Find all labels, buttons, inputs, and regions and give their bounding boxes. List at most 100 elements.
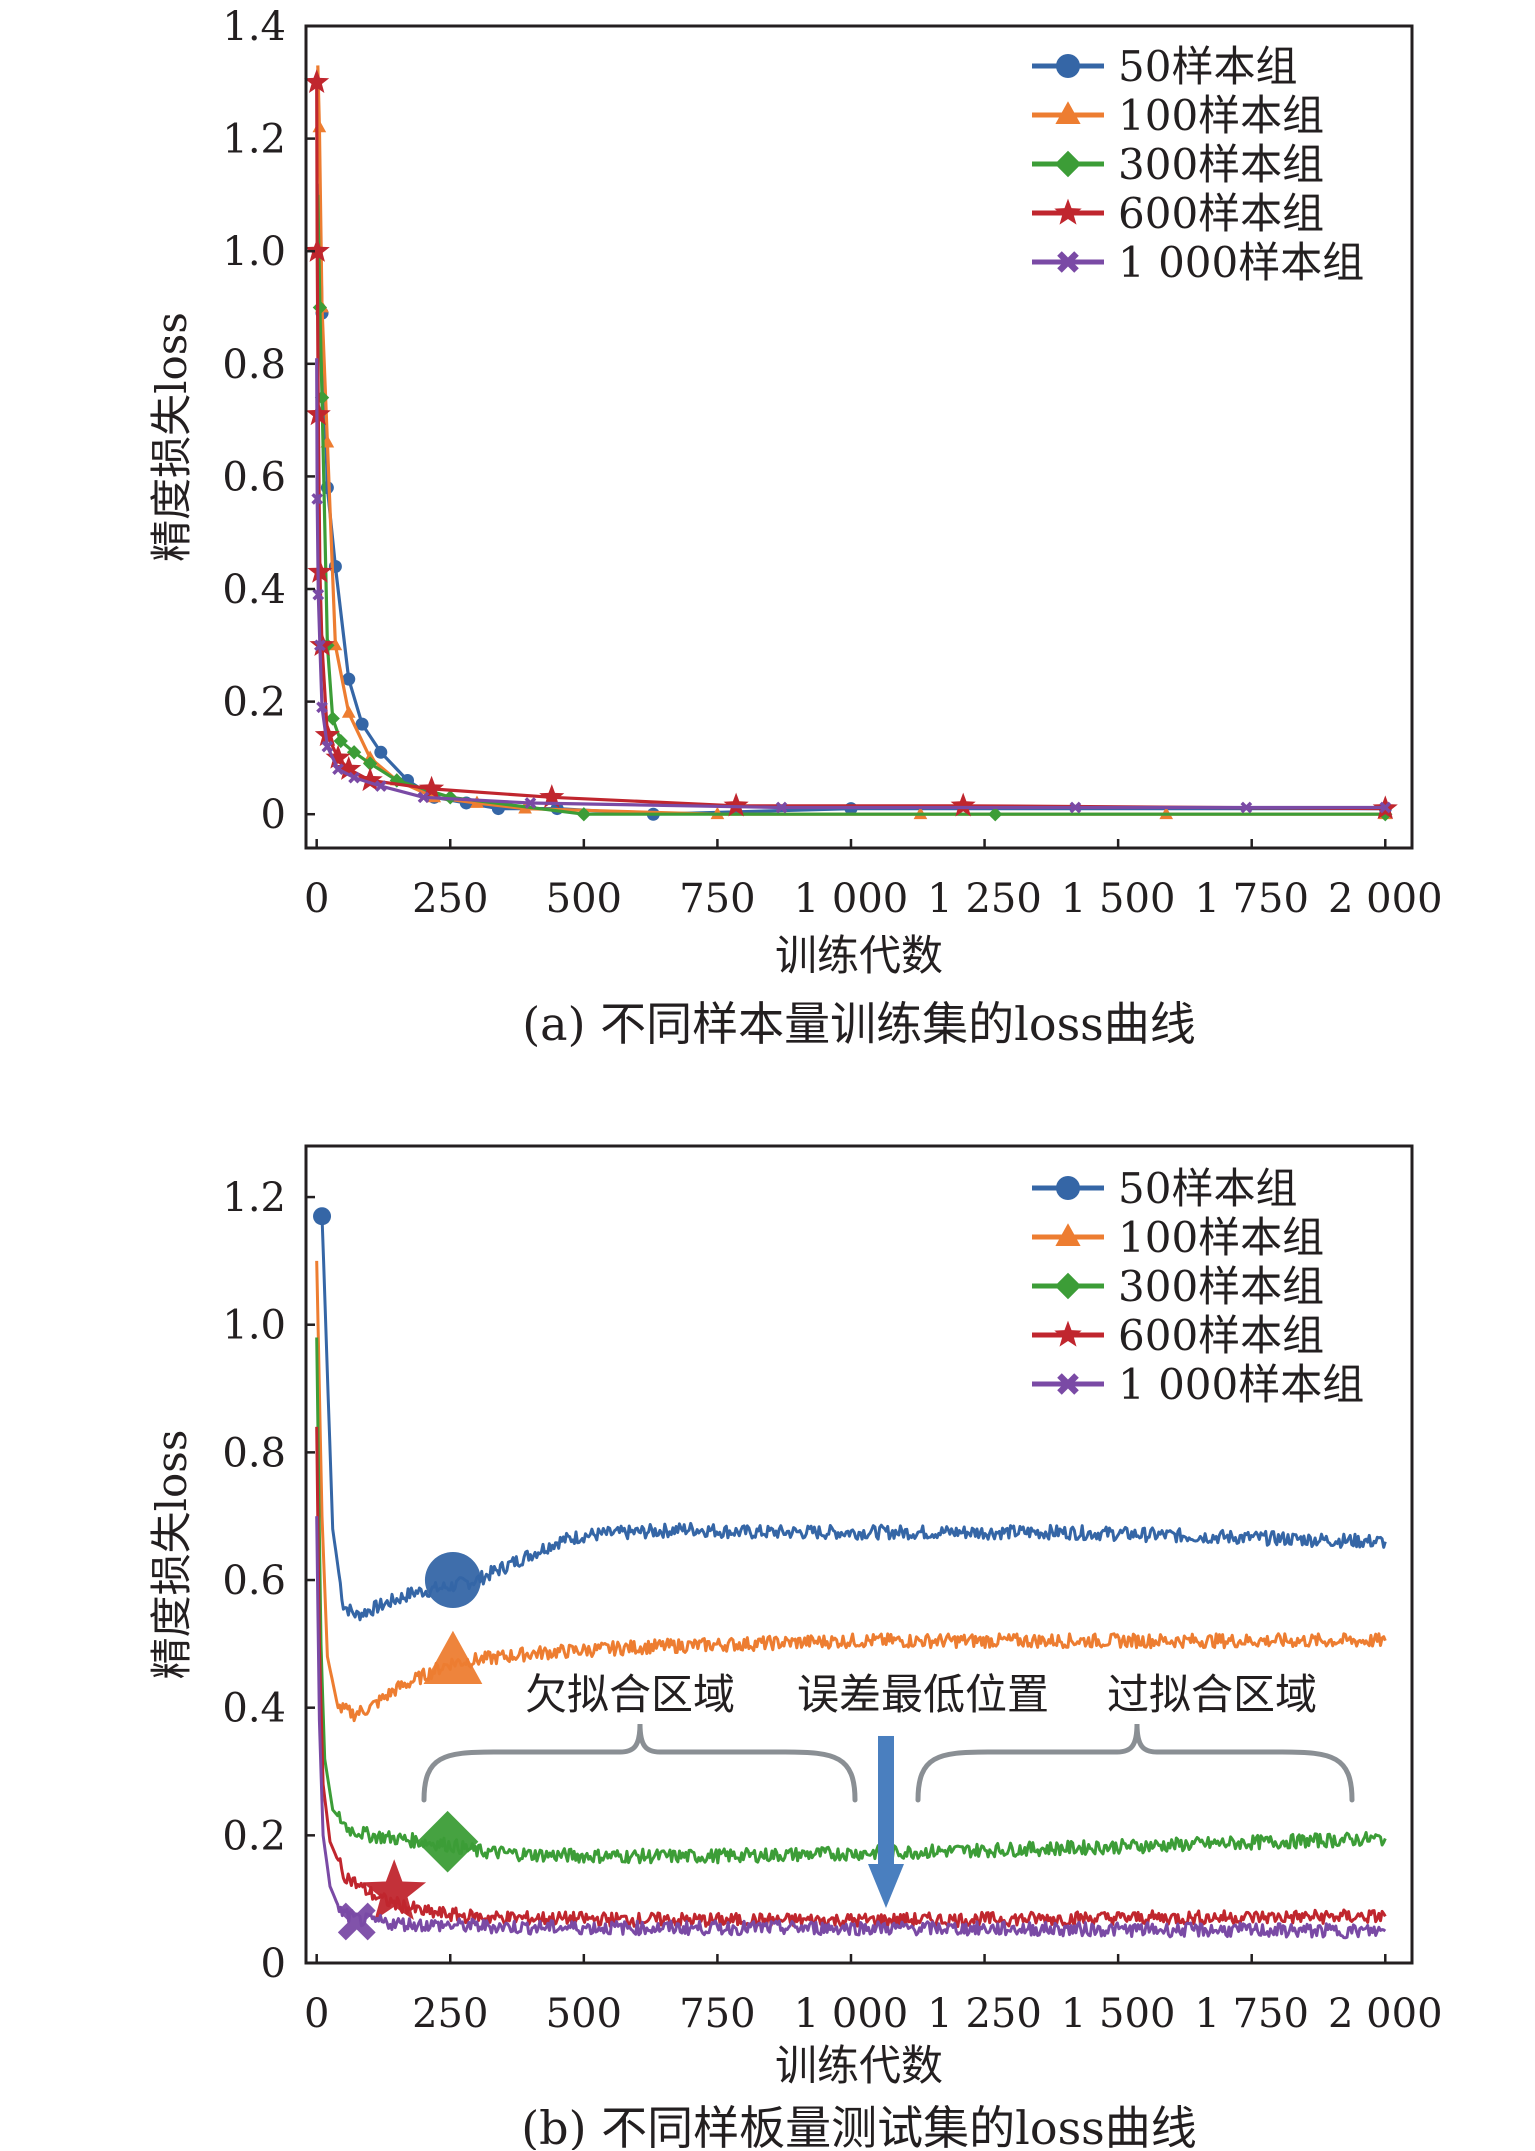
chart-a-ticks: 0 250 500 750 1 000 1 250 1 500 1 750 2 000 0 0.2 0… xyxy=(222,4,1442,922)
data-point-s100 xyxy=(312,119,327,133)
chart-a-y-axis-label: 精度损失loss xyxy=(147,312,196,562)
series-line-s600 xyxy=(315,1426,1387,1929)
series-line-s100 xyxy=(315,1260,1387,1723)
y-tick-label: 0.8 xyxy=(222,1430,286,1476)
data-point-s600 xyxy=(325,744,351,769)
data-point-s600 xyxy=(357,767,383,792)
legend-marker-s100 xyxy=(1055,1223,1081,1246)
plot-frame xyxy=(304,24,1414,850)
legend-marker-s50 xyxy=(1056,1176,1080,1200)
data-point-s600 xyxy=(314,722,340,747)
legend-marker-s1000 xyxy=(1057,1373,1079,1395)
y-tick-label: 1.2 xyxy=(222,117,286,163)
y-tick-label: 1.0 xyxy=(222,1303,286,1349)
data-point-s50 xyxy=(355,717,369,731)
data-point-s300 xyxy=(1378,807,1393,822)
data-point-s600 xyxy=(419,775,445,800)
down-arrow-shaft xyxy=(878,1735,894,1870)
y-tick-label: 1.0 xyxy=(222,229,286,275)
y-tick-label: 0 xyxy=(261,792,286,838)
x-tick-label: 1 000 xyxy=(794,876,909,922)
min-error-position-label: 误差最低位置 xyxy=(797,1670,1049,1719)
chart-a-series-layer xyxy=(304,65,1398,822)
data-point-s300 xyxy=(576,807,591,822)
series-line-s300 xyxy=(316,194,1386,816)
x-tick-label: 1 500 xyxy=(1061,876,1176,922)
series-marker-s1000 xyxy=(337,1902,376,1941)
legend-marker-s600 xyxy=(1054,1320,1082,1347)
legend-label-s600: 600样本组 xyxy=(1118,189,1324,238)
x-tick-label: 500 xyxy=(546,876,622,922)
y-tick-label: 0.4 xyxy=(222,1686,286,1732)
chart-a-svg: 0 250 500 750 1 000 1 250 1 500 1 750 2 000 0 0.2 0… xyxy=(147,4,1443,1051)
data-point-s600 xyxy=(304,69,330,93)
data-point-s50 xyxy=(313,1207,332,1226)
y-tick-label: 0.2 xyxy=(222,1813,286,1859)
legend-label-s1000: 1 000样本组 xyxy=(1118,238,1364,287)
chart-b-caption: (b) 不同样板量测试集的loss曲线 xyxy=(521,2101,1197,2150)
data-point-s1000 xyxy=(1379,801,1392,814)
legend-label-s50: 50样本组 xyxy=(1118,1164,1297,1213)
data-point-s300 xyxy=(333,733,348,749)
series-marker-s300 xyxy=(416,1810,479,1873)
x-tick-label: 1 500 xyxy=(1061,1991,1176,2037)
legend-marker-s300 xyxy=(1054,1272,1082,1300)
legend-label-s600: 600样本组 xyxy=(1118,1311,1324,1360)
data-point-s50 xyxy=(342,672,356,686)
overfit-bracket-icon xyxy=(915,1723,1355,1803)
data-point-s1000 xyxy=(1240,801,1253,814)
data-point-s1000 xyxy=(374,780,387,792)
legend-marker-s300 xyxy=(1054,150,1082,178)
chart-a-x-axis-label: 训练代数 xyxy=(775,931,943,980)
data-point-s1000 xyxy=(316,701,328,714)
legend-marker-s100 xyxy=(1055,101,1081,124)
y-tick-label: 0.8 xyxy=(222,342,286,388)
chart-b-annotations: 欠拟合区域 误差最低位置 过拟合区域 xyxy=(421,1670,1355,1908)
data-point-s1000 xyxy=(417,791,430,804)
data-point-s1000 xyxy=(524,797,537,809)
x-tick-label: 0 xyxy=(304,876,329,922)
series-line-s300 xyxy=(315,1337,1387,1865)
legend-label-s1000: 1 000样本组 xyxy=(1118,1360,1364,1409)
legend-marker-s1000 xyxy=(1057,251,1079,273)
series-line-s50 xyxy=(320,1216,1387,1622)
y-tick-label: 0.4 xyxy=(222,567,286,613)
data-point-s1000 xyxy=(314,639,326,652)
data-point-s300 xyxy=(325,711,340,726)
data-point-s600 xyxy=(539,784,565,808)
series-marker-s50 xyxy=(424,1552,481,1609)
x-tick-label: 0 xyxy=(304,1991,329,2037)
legend-label-s50: 50样本组 xyxy=(1118,42,1297,91)
data-point-s600 xyxy=(304,238,330,262)
data-point-s600 xyxy=(950,792,976,817)
legend-label-s300: 300样本组 xyxy=(1118,140,1324,189)
underfit-bracket-icon xyxy=(421,1723,858,1803)
chart-b-svg: 欠拟合区域 误差最低位置 过拟合区域 0 250 500 750 1 000 1 250 1… xyxy=(147,1144,1443,2150)
x-tick-label: 1 250 xyxy=(927,876,1042,922)
data-point-s1000 xyxy=(775,801,788,814)
y-tick-label: 1.2 xyxy=(222,1175,286,1221)
data-point-s300 xyxy=(988,807,1003,822)
series-line-s1000 xyxy=(315,358,1386,810)
data-point-s1000 xyxy=(348,771,360,784)
x-tick-label: 1 000 xyxy=(794,1991,909,2037)
data-point-s50 xyxy=(374,745,388,759)
legend-marker-s600 xyxy=(1054,198,1082,225)
chart-b-y-axis-label: 精度损失loss xyxy=(147,1430,196,1680)
x-tick-label: 2 000 xyxy=(1328,876,1443,922)
legend-marker-s50 xyxy=(1056,54,1080,78)
series-marker-s100 xyxy=(423,1630,483,1685)
x-tick-label: 1 750 xyxy=(1194,876,1309,922)
x-tick-label: 250 xyxy=(412,1991,488,2037)
data-point-s100 xyxy=(341,705,356,718)
data-point-s600 xyxy=(723,792,749,817)
data-point-s600 xyxy=(307,558,333,583)
y-tick-label: 0 xyxy=(261,1941,286,1987)
data-point-s1000 xyxy=(332,763,344,776)
chart-b-ticks: 0 250 500 750 1 000 1 250 1 500 1 750 2 000 0 0.2 0… xyxy=(222,1144,1443,2037)
chart-panel-b: 欠拟合区域 误差最低位置 过拟合区域 0 250 500 750 1 000 1 250 1… xyxy=(0,1090,1535,2150)
legend-label-s300: 300样本组 xyxy=(1118,1262,1324,1311)
data-point-s1000 xyxy=(1069,801,1082,814)
